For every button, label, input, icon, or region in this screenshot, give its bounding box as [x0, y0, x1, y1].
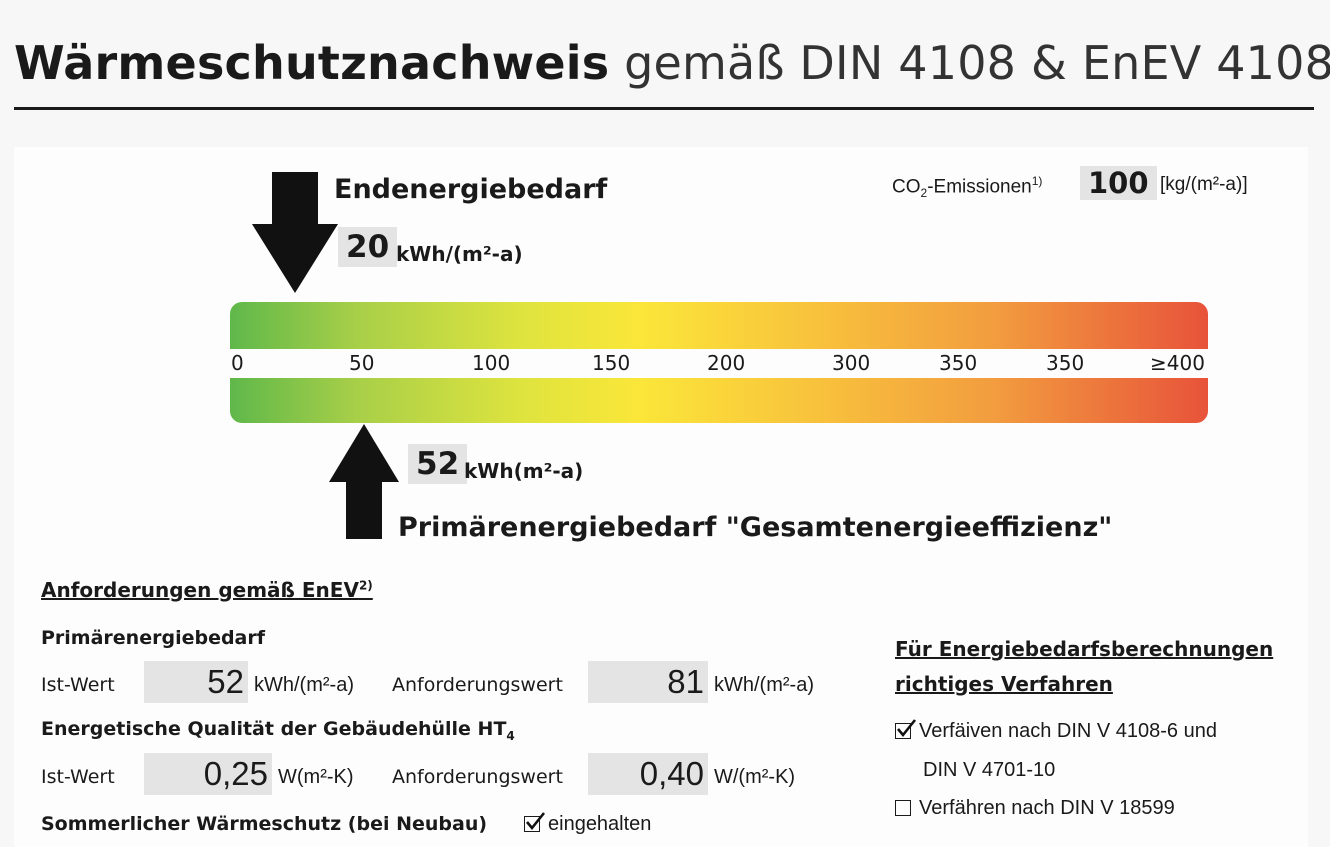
scale-tick: 200 [707, 351, 746, 375]
final-energy-label: Endenergiebedarf [334, 174, 608, 205]
scale-tick: 350 [939, 351, 978, 375]
scale-tick: 0 [231, 351, 244, 375]
summer-protection-title: Sommerlicher Wärmeschutz (bei Neubau) [41, 813, 488, 835]
primary-demand-title: Primärenergiebedarf [41, 627, 266, 649]
energy-scale-bar-top [230, 302, 1208, 349]
title-divider [14, 107, 1314, 110]
envelope-actual-unit: W(m²-K) [278, 766, 354, 788]
scale-tick: ≥400 [1150, 351, 1205, 375]
checkbox-checked-icon[interactable] [524, 812, 546, 832]
scale-tick: 50 [349, 351, 375, 375]
primary-actual-unit: kWh/(m²-a) [254, 674, 354, 696]
arrow-up-icon [328, 424, 400, 540]
scale-tick: 150 [592, 351, 631, 375]
primary-energy-unit: kWh(m²-a) [464, 459, 584, 483]
envelope-quality-title: Energetische Qualität der Gebäudehülle H… [41, 718, 515, 743]
envelope-required-unit: W/(m²-K) [714, 766, 796, 788]
title-sub: gemäß DIN 4108 & EnEV 4108-6 [624, 36, 1330, 90]
co2-unit: [kg/(m²-a)] [1160, 174, 1248, 195]
checkbox-checked-icon[interactable] [895, 719, 917, 739]
page-title: Wärmeschutznachweis gemäß DIN 4108 & EnE… [14, 36, 1330, 90]
procedure-option-4108[interactable]: Verfäiven nach DIN V 4108-6 und [895, 719, 1217, 743]
scale-tick: 350 [1046, 351, 1085, 375]
primary-required-label: Anforderungswert [392, 674, 563, 696]
primary-required-unit: kWh/(m²-a) [714, 674, 814, 696]
title-main: Wärmeschutznachweis [14, 36, 610, 90]
summer-protection-status[interactable]: eingehalten [524, 812, 651, 836]
checkbox-empty-icon[interactable] [895, 800, 911, 816]
primary-energy-value: 52 [408, 444, 468, 484]
arrow-down-icon [250, 172, 340, 294]
envelope-actual-label: Ist-Wert [41, 766, 115, 788]
primary-actual-value: 52 [144, 661, 248, 703]
energy-certificate-panel [14, 147, 1308, 847]
primary-actual-label: Ist-Wert [41, 674, 115, 696]
procedure-option-18599[interactable]: Verfähren nach DIN V 18599 [895, 797, 1175, 820]
energy-scale-bar-bottom [230, 378, 1208, 423]
scale-tick: 100 [472, 351, 511, 375]
envelope-required-value: 0,40 [588, 753, 708, 795]
co2-label: CO2-Emissionen1) [892, 174, 1043, 201]
primary-energy-label: Primärenergiebedarf "Gesamtenergieeffizi… [398, 512, 1113, 543]
co2-value: 100 [1080, 166, 1157, 200]
final-energy-value: 20 [338, 227, 398, 267]
scale-tick: 300 [832, 351, 871, 375]
procedure-heading: Für Energiebedarfsberechnungen richtiges… [895, 637, 1274, 696]
final-energy-unit: kWh/(m²-a) [396, 242, 523, 266]
envelope-required-label: Anforderungswert [392, 766, 563, 788]
primary-required-value: 81 [588, 661, 708, 703]
envelope-actual-value: 0,25 [144, 753, 272, 795]
procedure-option-4108-line2: DIN V 4701-10 [923, 759, 1056, 781]
requirements-heading: Anforderungen gemäß EnEV2) [41, 578, 373, 602]
